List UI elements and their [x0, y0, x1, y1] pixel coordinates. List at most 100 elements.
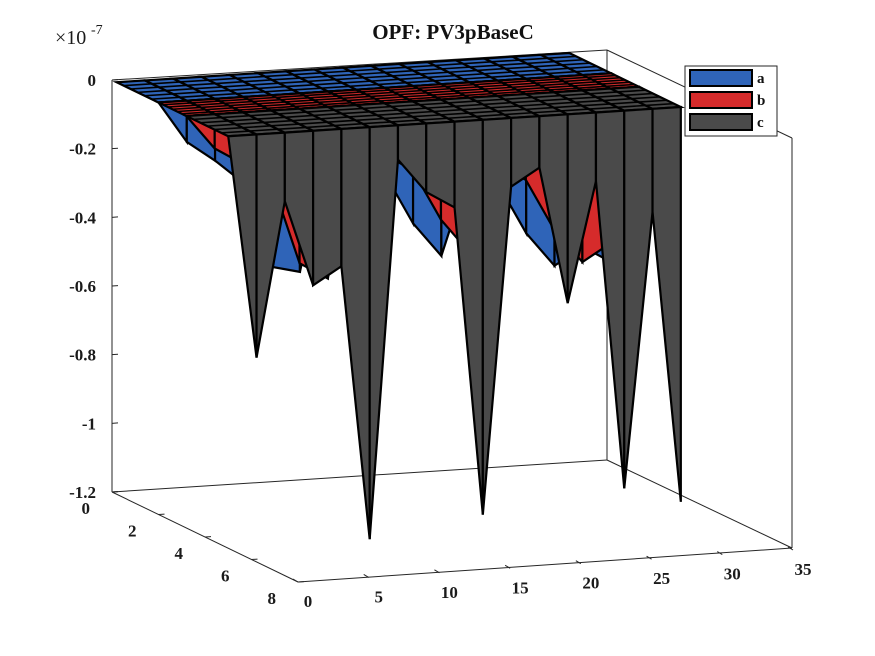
surface-grid-line	[568, 65, 598, 70]
surface-grid-line	[356, 71, 386, 76]
surface-grid-line	[530, 78, 560, 82]
surface-grid-line	[601, 81, 630, 85]
surface-grid-line	[603, 97, 632, 102]
surface-grid-line	[362, 121, 392, 125]
surface-grid-line	[581, 103, 611, 107]
surface-grid-line	[300, 75, 329, 79]
surface-grid-line	[252, 98, 281, 103]
surface-grid-line	[293, 72, 322, 76]
z-tick-label: -0.6	[69, 277, 96, 296]
surface-grid-line	[389, 87, 418, 91]
surface-grid-line	[177, 108, 206, 113]
surface-grid-line	[342, 95, 371, 100]
surface-grid-line	[257, 85, 287, 90]
surface-grid-line	[454, 103, 484, 108]
surface-grid-line	[554, 58, 584, 63]
surface-grid-line	[490, 74, 520, 78]
surface-grid-line	[208, 92, 237, 97]
surface-grid-line	[263, 119, 293, 124]
surface-grid-line	[222, 84, 251, 88]
surface-grid-line	[406, 80, 435, 84]
surface-grid-line	[383, 115, 413, 120]
surface-grid-line	[476, 98, 505, 102]
y-axis-ticks: 0 2 4 6 8	[82, 491, 305, 608]
surface-grid-line	[617, 89, 646, 93]
surface-grid-line	[361, 89, 390, 93]
x-tick-label: 15	[512, 578, 529, 597]
surface-grid-line	[172, 106, 201, 111]
surface-grid-line	[420, 71, 449, 75]
surface-grid-line	[313, 112, 342, 117]
x-tick-label: 0	[304, 592, 313, 611]
legend: abc	[684, 65, 778, 137]
surface-grid-line	[187, 82, 216, 87]
surface-grid-line	[483, 101, 512, 106]
z-tick-label: -0.4	[69, 208, 96, 227]
surface-grid-line	[505, 65, 534, 70]
surface-grid-line	[215, 80, 244, 85]
surface-grid-line	[504, 96, 533, 101]
surface-grid-line	[375, 96, 404, 100]
x-axis-ticks: 0 5 10 15 20 25 30 35	[292, 546, 812, 611]
surface-grid-line	[455, 88, 484, 92]
surface-grid-line	[589, 91, 618, 95]
surface-grid-line	[419, 102, 448, 106]
surface-grid-line	[249, 128, 278, 132]
surface-grid-line	[588, 106, 618, 110]
surface-grid-line	[573, 83, 602, 87]
surface-grid-line	[617, 104, 646, 109]
surface-grid-line	[519, 72, 548, 77]
surface-grid-line	[645, 102, 674, 107]
surface-dip-face	[481, 116, 513, 515]
surface-grid-line	[532, 94, 562, 99]
surface-grid-line	[313, 97, 343, 101]
surface-grid-line	[427, 74, 456, 79]
surface-grid-line	[483, 86, 512, 90]
surface-grid-line	[277, 126, 307, 131]
surface-grid-line	[469, 64, 499, 68]
surface-grid-line	[434, 62, 464, 67]
z-tick-label: 0	[88, 71, 97, 90]
surface-grid-line	[309, 95, 338, 99]
surface-grid-line	[337, 93, 366, 97]
surface-grid-line	[314, 82, 343, 86]
surface-grid-line	[370, 78, 400, 82]
surface-grid-line	[605, 83, 635, 88]
surface-grid-line	[349, 68, 379, 72]
surface-grid-line	[292, 118, 321, 122]
surface-grid-line	[490, 105, 519, 109]
x-tick-mark	[363, 573, 369, 578]
surface-grid-line	[596, 94, 625, 98]
surface-grid-line	[123, 82, 152, 87]
surface-grid-line	[638, 99, 667, 103]
surface-grid-line	[365, 91, 395, 95]
surface-grid-line	[422, 87, 451, 92]
surface-grid-line	[334, 107, 364, 112]
surface-grid-line	[221, 130, 250, 134]
surface-grid-line	[539, 98, 569, 102]
x-tick-mark	[575, 560, 582, 565]
surface-grid-line	[417, 85, 447, 90]
x-tick-label: 35	[795, 560, 812, 579]
surface-grid-line	[447, 100, 477, 104]
legend-swatch	[689, 69, 753, 87]
surface-grid-line	[318, 99, 347, 104]
surface-grid-line	[278, 111, 307, 115]
surface-grid-line	[243, 79, 273, 83]
surface-grid-line	[209, 109, 239, 113]
surface-grid-line	[577, 85, 607, 89]
surface-grid-line	[561, 62, 591, 66]
surface-grid-line	[461, 107, 491, 111]
surface-grid-line	[561, 92, 590, 97]
surface-grid-line	[306, 124, 335, 129]
surface-grid-line	[462, 76, 492, 80]
surface-grid-line	[431, 92, 461, 96]
surface-grid-line	[426, 105, 455, 109]
surface-grid-line	[403, 94, 432, 98]
surface-grid-line	[434, 78, 463, 82]
surface-grid-line	[519, 57, 548, 61]
legend-label: c	[757, 115, 764, 131]
z-tick-label: -1.2	[69, 483, 96, 502]
surface-grid-line	[180, 79, 209, 83]
surface-grid-line	[398, 107, 427, 111]
